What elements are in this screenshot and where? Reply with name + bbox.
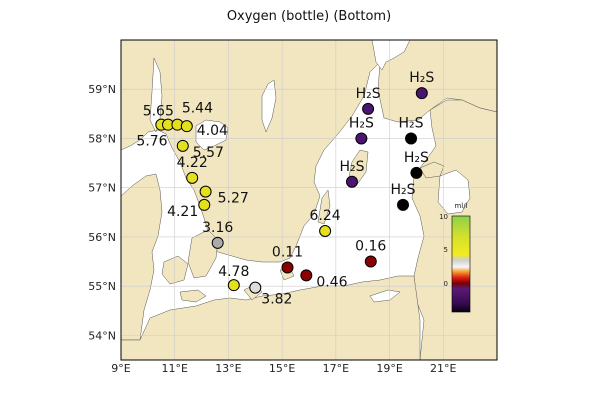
x-tick-label: 19°E [376, 362, 402, 375]
island-saaremaa [419, 161, 445, 179]
station-marker [364, 255, 377, 268]
land-scandinavia [121, 40, 497, 263]
colorbar-unit: ml/l [454, 202, 467, 210]
chart-title: Oxygen (bottle) (Bottom) [227, 9, 391, 24]
lake-vanern [195, 119, 229, 151]
colorbar-tick-0: 0 [444, 280, 448, 288]
station-label: H₂S [339, 159, 364, 175]
y-tick-label: 55°N [88, 280, 116, 293]
station-marker [405, 132, 418, 145]
station-label: 0.16 [355, 239, 386, 255]
station-label: 0.46 [316, 274, 347, 290]
station-label: H₂S [390, 182, 415, 198]
station-marker [397, 198, 409, 211]
island-zealand [187, 229, 219, 279]
station-marker [300, 269, 313, 282]
x-tick-label: 21°E [430, 362, 456, 375]
colorbar-tick-5: 5 [444, 246, 448, 254]
colorbar: ml/l 10 5 0 [439, 202, 471, 313]
station-label: H₂S [356, 86, 381, 102]
station-label: 6.24 [310, 208, 341, 224]
station-marker [281, 261, 294, 274]
station-marker [176, 139, 189, 152]
station-label: H₂S [409, 70, 434, 86]
station-marker [345, 175, 358, 188]
station-marker [355, 132, 368, 145]
y-tick-label: 54°N [88, 329, 116, 342]
y-tick-label: 56°N [88, 231, 116, 244]
colorbar-tick-10: 10 [439, 213, 448, 221]
station-label: 4.22 [177, 155, 208, 171]
station-label: 3.16 [202, 220, 233, 236]
station-label: H₂S [399, 115, 424, 131]
land-jutland [121, 173, 163, 341]
sea-bothnia [371, 40, 411, 71]
y-tick-label: 57°N [88, 182, 116, 195]
station-label: H₂S [349, 115, 374, 131]
x-tick-label: 9°E [111, 362, 130, 375]
station-marker [410, 166, 423, 179]
station-marker [319, 225, 332, 238]
x-tick-label: 15°E [269, 362, 295, 375]
station-marker [211, 236, 224, 249]
y-tick-label: 59°N [88, 83, 116, 96]
x-axis: 9°E 11°E 13°E 15°E 17°E 19°E 21°E [111, 362, 456, 375]
lake-vattern [261, 79, 277, 133]
island-lolland [179, 289, 207, 303]
x-tick-label: 13°E [215, 362, 241, 375]
gulf-of-riga [437, 169, 471, 215]
station-label: H₂S [404, 150, 429, 166]
station-label: 5.57 [193, 145, 224, 161]
station-marker [199, 185, 212, 198]
station-marker [249, 281, 262, 294]
graticule [121, 40, 497, 360]
station-markers: 5.65 5.76 5.44 4.04 5.574.22 5.27 4.213.16 4.78… [136, 70, 434, 307]
station-label: 3.82 [261, 292, 292, 308]
station-marker [227, 279, 240, 292]
colorbar-gradient [451, 215, 471, 313]
island-oland [317, 189, 331, 225]
station-label: 5.76 [136, 134, 167, 150]
station-marker [415, 87, 428, 100]
station-marker [186, 171, 199, 184]
y-axis: 54°N 55°N 56°N 57°N 58°N 59°N [88, 83, 116, 342]
map-area [121, 40, 497, 360]
x-tick-label: 17°E [323, 362, 349, 375]
station-label: 5.44 [182, 101, 213, 117]
x-tick-label: 11°E [161, 362, 187, 375]
station-label: 4.04 [197, 123, 228, 139]
station-label: 0.11 [272, 244, 303, 260]
y-tick-label: 58°N [88, 132, 116, 145]
station-label: 5.65 [143, 104, 174, 120]
vistula-lagoon [369, 289, 401, 303]
map-frame [120, 39, 498, 361]
land-south-coast [121, 275, 421, 360]
station-label: 4.78 [218, 264, 249, 280]
station-marker [180, 120, 193, 133]
station-marker [198, 198, 211, 211]
station-label: 5.27 [218, 191, 249, 207]
station-marker [362, 102, 375, 115]
station-label: 4.21 [167, 204, 198, 220]
